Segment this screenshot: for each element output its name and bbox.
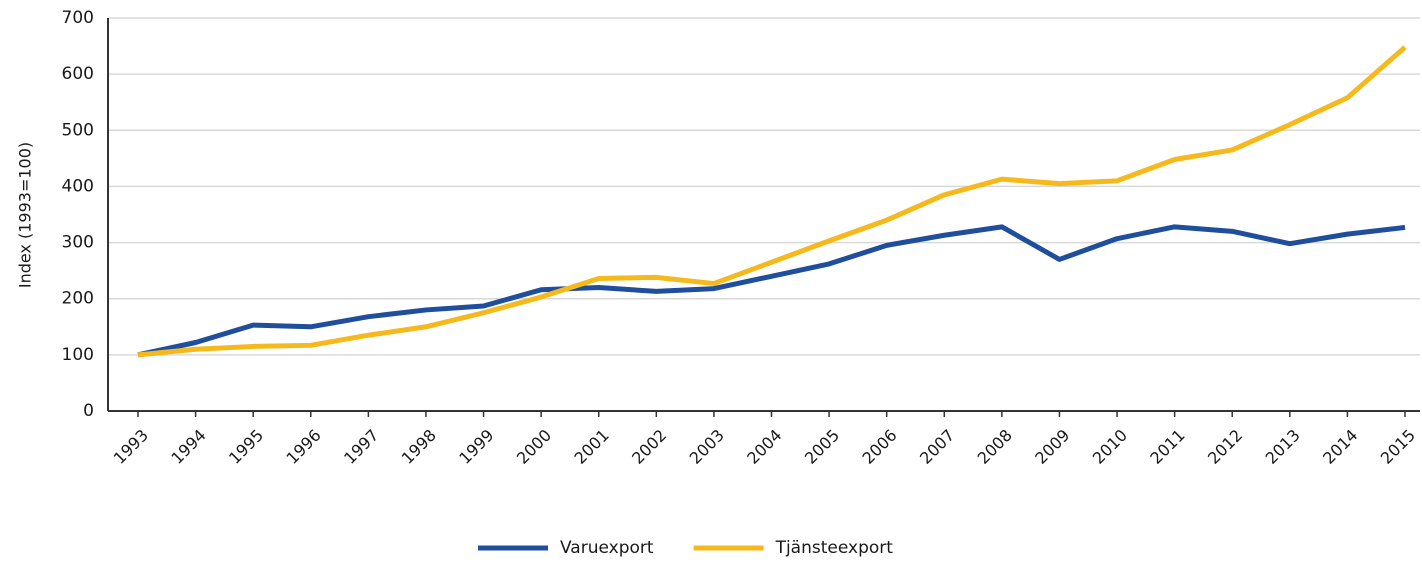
y-tick-label: 200	[62, 289, 94, 309]
y-tick-label: 400	[62, 176, 94, 196]
x-tick-label: 2009	[1031, 426, 1073, 468]
x-tick-label: 2002	[628, 426, 670, 468]
y-tick-label: 0	[83, 401, 94, 421]
x-tick-label: 1993	[110, 426, 152, 468]
x-tick-label: 1999	[455, 426, 497, 468]
x-tick-label: 2003	[686, 426, 728, 468]
y-tick-label: 300	[62, 233, 94, 253]
legend-label: Tjänsteexport	[775, 538, 894, 558]
x-tick-label: 2007	[916, 426, 958, 468]
x-tick-label: 2006	[858, 426, 900, 468]
x-tick-label: 2000	[513, 426, 555, 468]
x-tick-label: 1994	[167, 426, 209, 468]
x-tick-label: 2010	[1089, 426, 1131, 468]
y-tick-label: 100	[62, 345, 94, 365]
y-tick-label: 600	[62, 64, 94, 84]
y-tick-label: 700	[62, 8, 94, 28]
x-tick-label: 2013	[1262, 426, 1304, 468]
x-tick-label: 1997	[340, 426, 382, 468]
x-tick-label: 2008	[974, 426, 1016, 468]
x-tick-label: 2014	[1319, 426, 1361, 468]
x-tick-label: 2004	[743, 426, 785, 468]
x-tick-label: 2015	[1377, 426, 1419, 468]
x-tick-label: 1995	[225, 426, 267, 468]
line-series	[137, 45, 1407, 358]
y-tick-label: 500	[62, 120, 94, 140]
x-tick-label: 2012	[1204, 426, 1246, 468]
y-axis-label: Index (1993=100)	[16, 142, 35, 288]
x-tick-label: 2011	[1146, 426, 1188, 468]
x-tick-label: 1998	[398, 426, 440, 468]
x-tick-label: 1996	[283, 426, 325, 468]
x-tick-label: 2001	[571, 426, 613, 468]
line-series	[137, 224, 1406, 358]
x-tick-label: 2005	[801, 426, 843, 468]
legend-label: Varuexport	[560, 538, 654, 558]
